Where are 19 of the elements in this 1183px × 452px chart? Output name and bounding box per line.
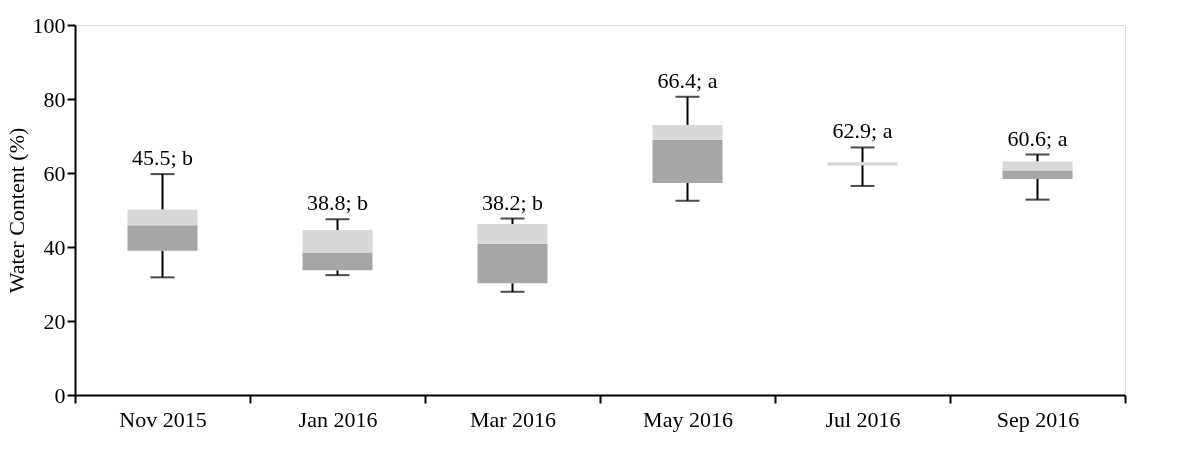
- y-tick-label: 100: [32, 12, 66, 38]
- annotation: 38.2; b: [481, 189, 544, 215]
- y-axis-title: Water Content (%): [3, 127, 29, 294]
- x-tick-label: Nov 2015: [119, 406, 207, 432]
- x-tick-label: Jan 2016: [298, 406, 378, 432]
- annotation: 45.5; b: [131, 145, 194, 171]
- annotation: 62.9; a: [832, 118, 893, 144]
- y-tick-label: 20: [43, 308, 66, 334]
- x-tick-label: May 2016: [643, 406, 733, 432]
- y-tick-label: 0: [54, 382, 66, 408]
- x-tick-label: Jul 2016: [825, 406, 901, 432]
- y-tick-label: 40: [43, 234, 66, 260]
- x-tick-label: Mar 2016: [469, 406, 557, 432]
- y-tick-label: 80: [43, 86, 66, 112]
- x-tick-label: Sep 2016: [996, 406, 1080, 432]
- annotation: 66.4; a: [657, 67, 718, 93]
- y-tick-label: 60: [43, 160, 66, 186]
- annotation: 38.8; b: [306, 190, 369, 216]
- annotation: 60.6; a: [1007, 125, 1068, 151]
